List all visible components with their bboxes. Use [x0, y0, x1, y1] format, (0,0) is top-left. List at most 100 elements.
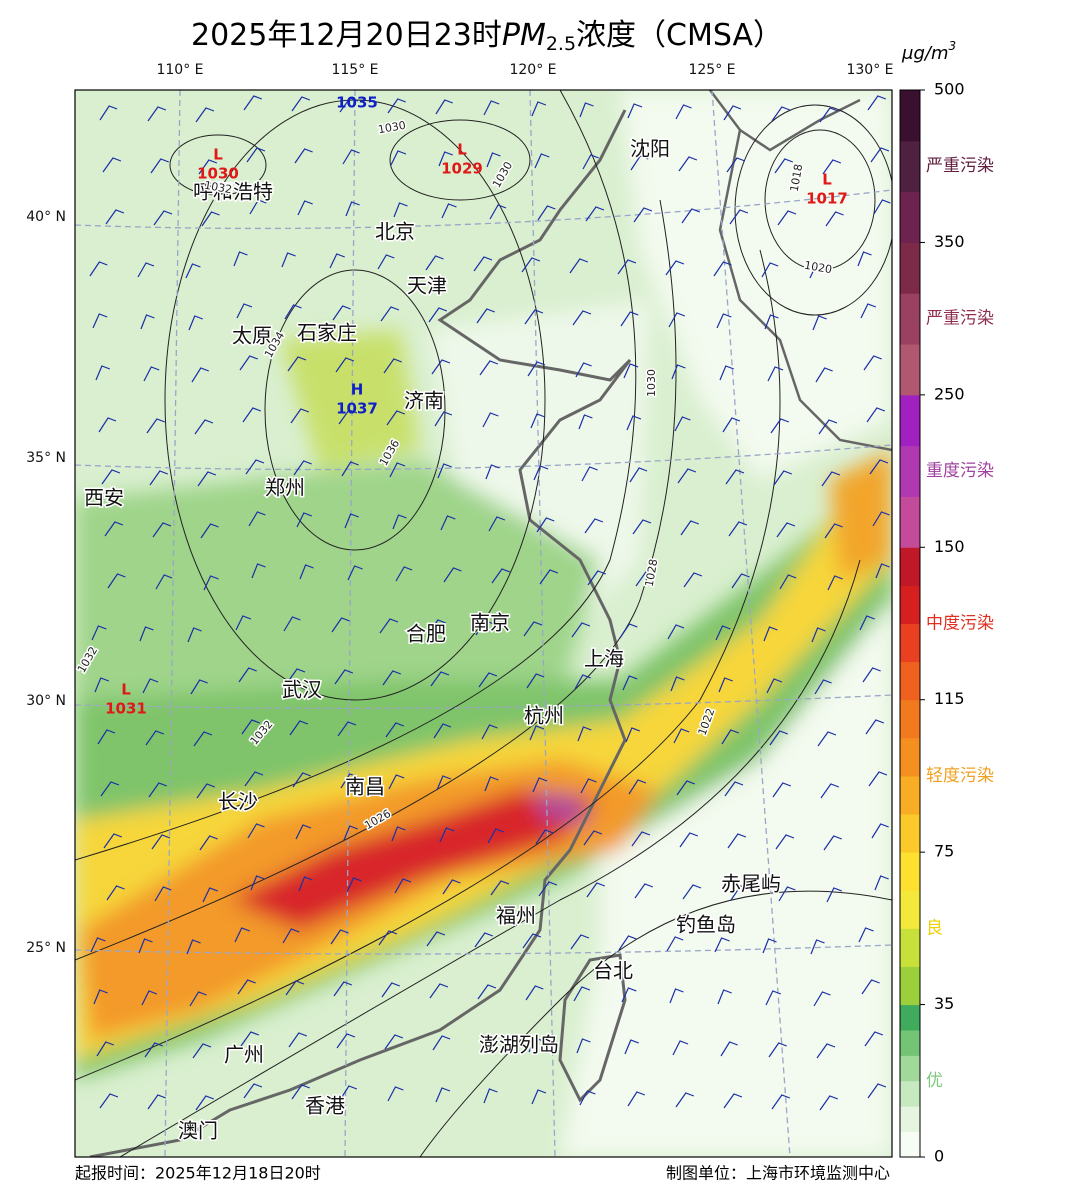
wind-barb [866, 407, 886, 423]
wind-barb [820, 783, 840, 799]
colorbar-band [900, 90, 920, 142]
wind-barb [776, 522, 796, 538]
wind-barb [435, 1087, 451, 1103]
wind-barb [192, 1043, 212, 1059]
wind-barb [811, 627, 826, 643]
wind-barb [107, 573, 126, 589]
wind-barb [530, 413, 546, 429]
colorbar-band [900, 661, 920, 701]
wind-barb [481, 724, 498, 740]
wind-barb [377, 254, 395, 270]
wind-barb [387, 1086, 404, 1102]
wind-barb [618, 935, 637, 951]
colorbar-band [900, 547, 920, 586]
colorbar-frame [899, 89, 921, 1158]
wind-barb [195, 107, 215, 123]
wind-barb [675, 1092, 695, 1108]
footer-issue: 起报时间：2025年12月18日20时 [75, 1164, 321, 1183]
level-label: 严重污染 [926, 156, 994, 176]
city-label: 太原 [232, 324, 272, 348]
pollution-field [75, 90, 892, 1157]
wind-barb [394, 878, 412, 894]
wind-barb [143, 366, 160, 382]
wind-barb [435, 99, 453, 115]
lat-label: 35° N [26, 450, 66, 466]
wind-barb [582, 154, 599, 170]
wind-barb [570, 934, 590, 950]
wind-barb [585, 206, 605, 222]
wind-barb [522, 933, 542, 949]
wind-barb [713, 261, 732, 277]
wind-barb [188, 315, 203, 331]
wind-barb [620, 311, 639, 327]
wind-barb [189, 991, 207, 1007]
level-label: 轻度污染 [926, 766, 994, 786]
wind-barb [768, 1042, 787, 1058]
wind-barb [584, 518, 604, 534]
isobar-label: 1030 [377, 119, 407, 137]
pressure-value: 1017 [806, 190, 848, 208]
colorbar-band [900, 445, 920, 497]
wind-barb [675, 104, 692, 120]
wind-barb [235, 615, 252, 631]
colorbar-band [900, 394, 920, 447]
wind-barb [586, 882, 606, 898]
lon-label: 120° E [509, 62, 556, 78]
pressure-value: 1037 [336, 400, 378, 418]
wind-barb [771, 1094, 791, 1110]
colorbar-band [900, 890, 920, 929]
wind-barb [813, 991, 831, 1007]
wind-barb [627, 103, 643, 119]
lat-label: 30° N [26, 693, 66, 709]
wind-barb [382, 670, 402, 686]
wind-barb [240, 1031, 260, 1047]
wind-barb [587, 570, 607, 586]
wind-barb [779, 574, 797, 590]
wind-barb [296, 512, 313, 528]
wind-barb [583, 830, 603, 846]
wind-barb [91, 625, 107, 641]
wind-barb [635, 571, 655, 587]
wind-barb [378, 930, 398, 946]
wind-barb [104, 521, 124, 537]
wind-barb [336, 1033, 356, 1049]
wind-barb [678, 156, 698, 172]
wind-barb [385, 722, 405, 738]
lon-label: 130° E [846, 62, 893, 78]
colorbar-tick-label: 350 [934, 232, 965, 251]
wind-barb [142, 678, 159, 694]
wind-barb [491, 568, 511, 584]
wind-barb [433, 723, 452, 739]
wind-barb [149, 470, 169, 486]
city-label: 杭州 [524, 704, 564, 728]
title-rest: 浓度（CMSA） [576, 18, 783, 53]
wind-barb [778, 886, 796, 902]
wind-barb [764, 314, 779, 330]
unit-base: μg/m [901, 43, 948, 64]
wind-barb [529, 725, 545, 741]
colorbar-tick-label: 250 [934, 384, 965, 403]
lon-label: 110° E [156, 62, 203, 78]
wind-barb [147, 106, 167, 122]
wind-barb [187, 627, 202, 643]
colorbar-band [900, 623, 920, 663]
wind-barb [619, 623, 638, 639]
wind-barb [237, 979, 256, 995]
pressure-value: 1029 [441, 160, 483, 178]
wind-barb [523, 621, 543, 637]
wind-barb [717, 989, 732, 1005]
wind-barb [241, 719, 261, 735]
city-label: 合肥 [406, 622, 446, 646]
wind-barb [141, 990, 158, 1006]
wind-barb [291, 96, 311, 112]
colorbar-tick-label: 35 [934, 994, 954, 1013]
wind-barb [238, 667, 257, 683]
wind-barb [476, 308, 496, 324]
wind-barb [198, 159, 218, 175]
wind-barb [246, 147, 266, 163]
wind-barb [286, 668, 306, 684]
wind-barb [342, 149, 360, 165]
wind-barb [329, 253, 345, 269]
wind-barb [716, 313, 732, 329]
wind-barb [285, 980, 305, 996]
